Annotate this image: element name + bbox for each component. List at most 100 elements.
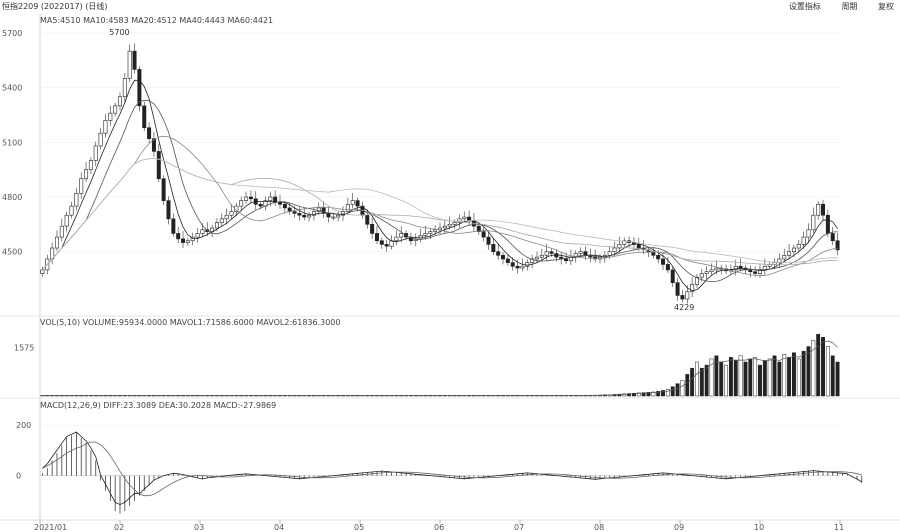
volume-bar	[758, 364, 762, 397]
candle-body	[113, 105, 118, 114]
volume-bar	[690, 367, 695, 397]
candle-body	[636, 244, 641, 249]
candle-body	[176, 233, 181, 240]
price-tick-4: 5700	[2, 29, 22, 38]
candle-body	[433, 229, 438, 232]
candle-body	[185, 240, 190, 243]
candle-body	[564, 258, 569, 262]
candle-body	[685, 291, 690, 300]
period-button[interactable]: 周期	[841, 2, 858, 11]
x-tick-6: 07	[514, 523, 524, 532]
x-tick-8: 09	[674, 523, 684, 532]
candle-body	[326, 213, 331, 218]
dea-line	[42, 441, 862, 497]
volume-bar	[656, 391, 661, 397]
candle-body	[515, 265, 520, 269]
candle-body	[733, 265, 738, 271]
candle-body	[374, 233, 379, 242]
candle-body	[782, 255, 787, 260]
volume-bar	[806, 346, 811, 397]
candle-body	[127, 50, 132, 79]
volume-bar	[724, 364, 729, 397]
candle-body	[302, 214, 307, 218]
x-tick-9: 10	[754, 523, 764, 532]
volume-bar	[670, 386, 675, 397]
candle-body	[661, 258, 666, 265]
candle-body	[54, 236, 59, 249]
candle-body	[132, 50, 137, 70]
candle-body	[336, 214, 341, 218]
candle-body	[365, 214, 370, 225]
candle-body	[549, 251, 554, 254]
candle-body	[190, 236, 195, 242]
volume-bar	[825, 346, 830, 397]
candle-body	[748, 269, 753, 273]
volume-bar	[772, 355, 777, 397]
candle-body	[607, 251, 612, 256]
volume-bar	[801, 350, 806, 397]
candle-body	[248, 196, 253, 200]
volume-bar	[767, 358, 772, 397]
vol-legend: VOL(5,10) VOLUME:95934.0000 MAVOL1:71586…	[40, 318, 341, 327]
candle-body	[428, 231, 433, 234]
candle-body	[88, 160, 93, 170]
candle-body	[137, 69, 142, 107]
candle-body	[161, 178, 166, 201]
candle-body	[505, 258, 510, 263]
candle-body	[331, 216, 336, 219]
volume-bar	[835, 361, 840, 397]
candle-body	[675, 282, 680, 296]
candle-body	[825, 214, 830, 234]
mavol1-line	[42, 340, 838, 396]
candle-body	[835, 240, 840, 251]
price-tick-1: 4800	[2, 193, 22, 202]
volume-bar	[830, 355, 835, 397]
candle-body	[345, 203, 350, 212]
volume-bar	[748, 358, 753, 397]
volume-bar	[617, 393, 622, 397]
candle-body	[151, 138, 156, 152]
volume-bar	[787, 357, 792, 397]
candle-body	[84, 169, 89, 180]
candle-body	[510, 262, 515, 267]
x-tick-2: 03	[194, 523, 204, 532]
candle-body	[699, 273, 704, 278]
candle-body	[316, 207, 321, 212]
candle-body	[171, 218, 176, 234]
candle-body	[379, 240, 384, 245]
volume-bar	[695, 361, 699, 397]
candle-body	[656, 255, 661, 260]
indicator-settings-button[interactable]: 设置指标	[788, 2, 821, 11]
candle-body	[156, 151, 161, 180]
candle-body	[79, 178, 84, 194]
volume-bar	[646, 392, 651, 397]
candle-body	[801, 236, 806, 245]
volume-bar	[627, 393, 632, 397]
volume-bar	[685, 374, 690, 397]
candle-body	[622, 240, 627, 245]
volume-bar	[791, 352, 796, 397]
ma60-line	[42, 157, 838, 271]
x-tick-5: 06	[434, 523, 444, 532]
candle-body	[282, 203, 287, 209]
candle-body	[268, 196, 273, 201]
ma5-line	[42, 79, 838, 292]
candle-body	[200, 229, 205, 234]
volume-bar	[821, 337, 825, 397]
candle-body	[525, 262, 530, 267]
candle-body	[612, 247, 617, 252]
volume-bar	[709, 358, 714, 397]
candle-body	[307, 214, 312, 218]
candle-body	[142, 105, 147, 129]
ma20-line	[42, 135, 838, 277]
candle-body	[219, 218, 224, 223]
candle-body	[224, 214, 229, 220]
candle-body	[355, 200, 360, 207]
candle-body	[806, 229, 811, 238]
adjust-button[interactable]: 复权	[878, 2, 894, 11]
volume-bar	[680, 380, 685, 397]
volume-bar	[738, 355, 743, 397]
ma40-line	[42, 157, 838, 271]
volume-bar	[782, 354, 787, 397]
